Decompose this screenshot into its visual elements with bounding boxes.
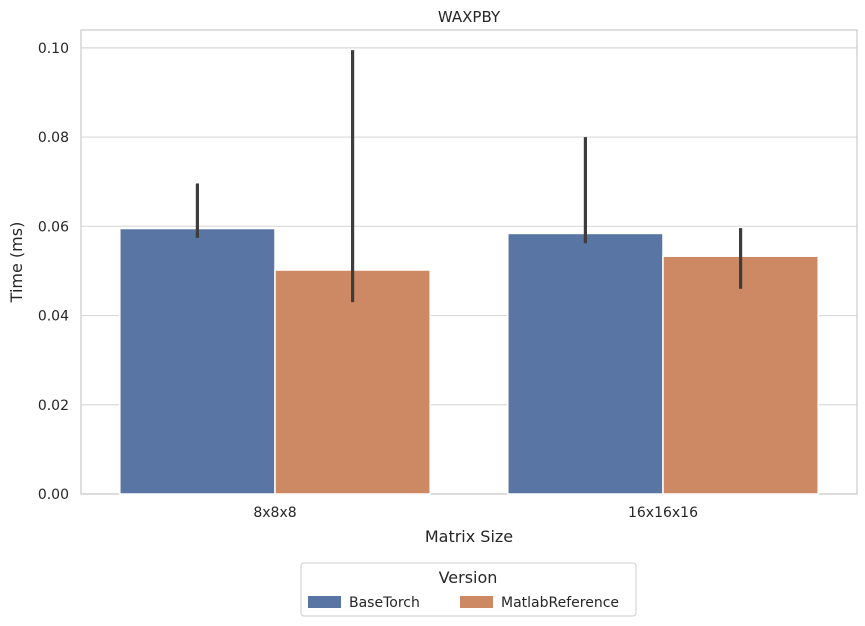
error-bars [195,50,743,303]
legend-swatch-basetorch [308,596,341,608]
bar-matlabreference-8x8x8 [274,269,431,495]
legend-title: Version [439,568,498,587]
x-tick-label: 8x8x8 [253,505,296,521]
x-axis-ticks: 8x8x8 16x16x16 [253,505,698,521]
bar-basetorch-16x16x16 [507,232,664,495]
x-tick-label: 16x16x16 [628,505,698,521]
bar-matlabreference-16x16x16 [662,255,819,495]
legend-label-matlabreference: MatlabReference [501,595,619,611]
bar-basetorch-8x8x8 [119,227,276,495]
legend-box [300,562,637,617]
x-axis-title: Matrix Size [425,527,513,546]
y-tick-label: 0.08 [38,130,69,146]
legend: Version BaseTorch MatlabReference [300,562,637,617]
y-axis-ticks: 0.00 0.02 0.04 0.06 0.08 0.10 [38,41,69,503]
y-tick-label: 0.00 [38,487,69,503]
y-tick-label: 0.10 [38,41,69,57]
legend-label-basetorch: BaseTorch [349,595,420,611]
y-axis-title: Time (ms) [7,222,26,304]
plot-frame [80,29,858,495]
y-tick-label: 0.06 [38,219,69,235]
y-tick-label: 0.04 [38,309,69,325]
bars [119,227,819,495]
legend-swatch-matlabreference [460,596,493,608]
chart-title: WAXPBY [438,8,501,26]
y-tick-label: 0.02 [38,398,69,414]
